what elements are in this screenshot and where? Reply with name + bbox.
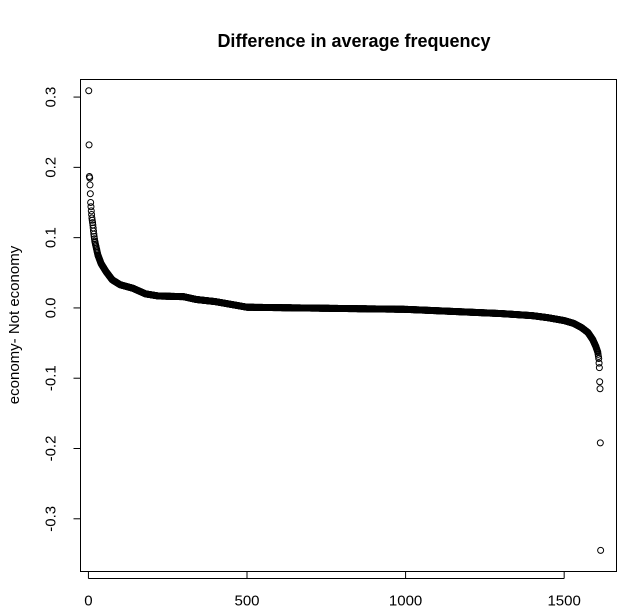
x-tick-label: 1000: [389, 593, 422, 608]
data-point: [595, 355, 603, 363]
data-point: [595, 359, 603, 367]
x-tick-label: 500: [234, 593, 259, 608]
data-point: [86, 190, 94, 198]
x-tick-label: 1500: [547, 593, 580, 608]
data-point: [596, 439, 604, 447]
data-point: [86, 181, 94, 189]
data-point: [90, 235, 98, 243]
y-axis-label: economy- Not economy: [6, 245, 23, 404]
data-point: [596, 385, 604, 393]
y-tick-label: -0.2: [43, 436, 60, 462]
data-point: [87, 203, 95, 211]
data-point: [88, 216, 96, 224]
data-point: [89, 219, 97, 227]
x-tick-label: 0: [84, 593, 92, 608]
chart-title: Difference in average frequency: [217, 31, 490, 51]
y-tick-label: 0.0: [43, 297, 60, 318]
y-tick-label: 0.3: [43, 87, 60, 108]
data-point: [87, 199, 95, 206]
data-point: [90, 227, 97, 235]
data-point: [85, 141, 93, 149]
y-tick-label: 0.2: [43, 157, 60, 178]
data-point: [596, 378, 604, 386]
data-points: [85, 87, 605, 554]
data-point: [87, 207, 95, 215]
y-axis: -0.3 -0.2 -0.1 0.0 0.1 0.2 0.3: [43, 87, 81, 532]
data-point: [88, 214, 96, 222]
y-tick-label: -0.1: [43, 365, 60, 391]
y-tick-label: 0.1: [43, 227, 60, 248]
data-point: [90, 230, 98, 238]
data-point: [595, 364, 603, 372]
data-point: [85, 87, 93, 95]
plot-frame: [80, 79, 617, 572]
y-tick-label: -0.3: [43, 506, 60, 532]
x-axis: 0 500 1000 1500: [84, 571, 581, 608]
data-point: [597, 546, 605, 554]
data-point: [86, 174, 94, 182]
